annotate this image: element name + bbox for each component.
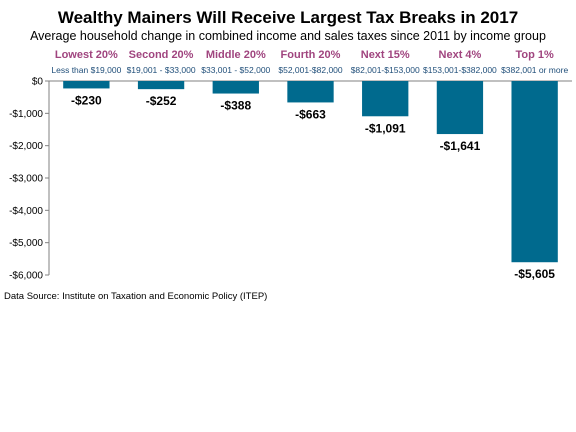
bar [287, 81, 334, 103]
data-label: -$388 [220, 99, 251, 113]
bar [137, 81, 185, 90]
bar [362, 81, 409, 117]
y-tick-label: -$3,000 [9, 174, 43, 185]
income-range-label: $382,001 or more [501, 65, 568, 75]
category-label: Second 20% [129, 49, 194, 61]
income-range-label: $82,001-$153,000 [351, 65, 420, 75]
y-tick-label: -$6,000 [9, 271, 43, 282]
income-range-label: $33,001 - $52,000 [201, 65, 270, 75]
category-label: Next 15% [361, 49, 410, 61]
data-label: -$1,641 [440, 139, 481, 153]
bar [436, 81, 484, 135]
data-label: -$1,091 [365, 121, 406, 135]
income-range-label: $153,001-$382,000 [423, 65, 497, 75]
y-tick-label: $0 [32, 77, 44, 88]
data-label: -$230 [71, 93, 102, 107]
data-label: -$252 [146, 94, 177, 108]
y-tick-label: -$2,000 [9, 141, 43, 152]
data-label: -$663 [295, 107, 326, 121]
category-labels: Lowest 20% Second 20% Middle 20% Fourth 20%… [55, 49, 554, 61]
data-label: -$5,605 [514, 267, 555, 281]
y-tick-label: -$5,000 [9, 238, 43, 249]
chart-title: Wealthy Mainers Will Receive Largest Tax… [58, 8, 518, 27]
category-label: Fourth 20% [281, 49, 341, 61]
category-label: Middle 20% [206, 49, 266, 61]
income-range-label: $52,001-$82,000 [278, 65, 343, 75]
bar [63, 81, 110, 89]
y-tick-label: -$1,000 [9, 109, 43, 120]
data-source-note: Data Source: Institute on Taxation and E… [4, 291, 267, 302]
bar [212, 81, 259, 94]
income-range-label: Less than $19,000 [51, 65, 121, 75]
chart-subtitle: Average household change in combined inc… [30, 29, 546, 43]
y-tick-label: -$4,000 [9, 206, 43, 217]
category-label: Lowest 20% [55, 49, 118, 61]
income-range-label: $19,001 - $33,000 [127, 65, 196, 75]
data-labels: -$230 -$252 -$388 -$663 -$1,091 -$1,641 -$5,60… [71, 93, 555, 281]
category-label: Next 4% [439, 49, 482, 61]
bars [63, 81, 558, 263]
bar [511, 81, 558, 263]
category-label: Top 1% [515, 49, 554, 61]
income-range-labels: Less than $19,000 $19,001 - $33,000 $33,00… [51, 65, 568, 75]
